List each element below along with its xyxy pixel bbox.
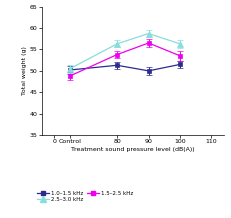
Y-axis label: Total weight (g): Total weight (g) xyxy=(22,46,27,95)
Legend: 1.0–1.5 kHz, 2.5–3.0 kHz, 1.5–2.5 kHz: 1.0–1.5 kHz, 2.5–3.0 kHz, 1.5–2.5 kHz xyxy=(35,188,135,204)
X-axis label: Treatment sound pressure level (dB(A)): Treatment sound pressure level (dB(A)) xyxy=(71,147,195,152)
